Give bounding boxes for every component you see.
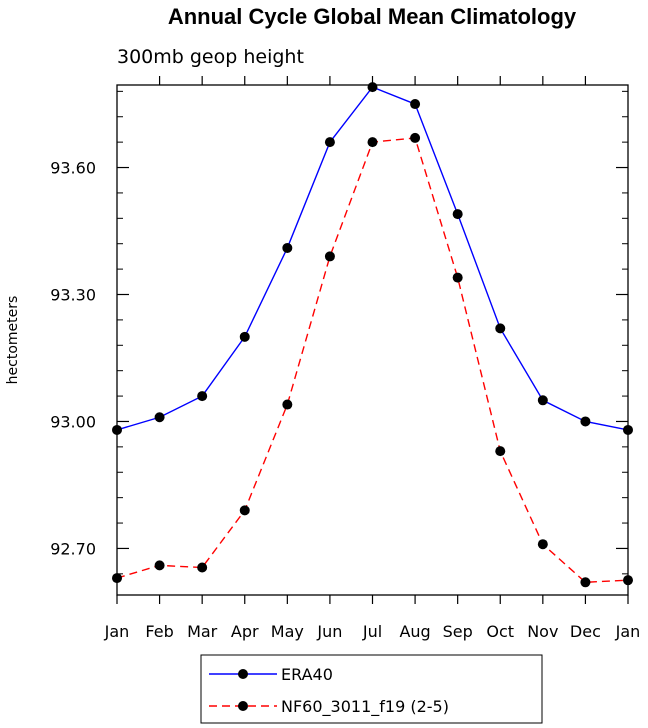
y-tick-label: 93.30	[50, 286, 96, 305]
y-tick-label: 93.60	[50, 159, 96, 178]
data-point	[239, 331, 250, 342]
plot-frame	[116, 84, 629, 596]
x-tick-label: Jan	[104, 622, 130, 641]
series-nf60	[112, 132, 633, 588]
x-tick-label: Dec	[570, 622, 601, 641]
x-tick-label: Nov	[527, 622, 558, 641]
data-point	[197, 391, 208, 402]
chart-title: Annual Cycle Global Mean Climatology	[168, 4, 577, 29]
x-tick-label: Oct	[486, 622, 514, 641]
data-point	[367, 82, 378, 93]
x-tick-label: May	[271, 622, 304, 641]
legend-marker	[238, 701, 248, 711]
data-point	[324, 137, 335, 148]
data-point	[282, 242, 293, 253]
data-point	[154, 412, 165, 423]
x-tick-label: Jan	[615, 622, 641, 641]
data-point	[452, 272, 463, 283]
data-point	[324, 251, 335, 262]
data-point	[367, 137, 378, 148]
y-tick-label: 93.00	[50, 412, 96, 431]
y-tick-label: 92.70	[50, 539, 96, 558]
legend-label: ERA40	[281, 665, 333, 684]
legend-marker	[238, 669, 248, 679]
x-tick-label: Jul	[362, 622, 382, 641]
data-point	[410, 99, 421, 110]
chart-subtitle: 300mb geop height	[117, 46, 304, 68]
data-point	[495, 323, 506, 334]
data-point	[197, 562, 208, 573]
data-point	[154, 560, 165, 571]
series-era40	[112, 82, 633, 435]
x-tick-label: Sep	[443, 622, 473, 641]
x-tick-label: Jun	[316, 622, 342, 641]
legend-label: NF60_3011_f19 (2-5)	[281, 697, 449, 717]
data-point	[239, 505, 250, 516]
data-point	[495, 446, 506, 457]
data-point	[537, 539, 548, 550]
x-tick-label: Mar	[187, 622, 218, 641]
x-tick-label: Feb	[145, 622, 173, 641]
data-point	[580, 416, 591, 427]
x-tick-label: Aug	[399, 622, 430, 641]
series-line	[116, 137, 629, 584]
data-point	[580, 577, 591, 588]
data-point	[410, 132, 421, 143]
y-axis-label: hectometers	[5, 296, 21, 385]
data-point	[537, 395, 548, 406]
legend-box	[200, 654, 543, 724]
data-point	[452, 209, 463, 220]
data-point	[282, 399, 293, 410]
legend: ERA40 NF60_3011_f19 (2-5)	[200, 654, 543, 724]
x-tick-label: Apr	[231, 622, 259, 641]
